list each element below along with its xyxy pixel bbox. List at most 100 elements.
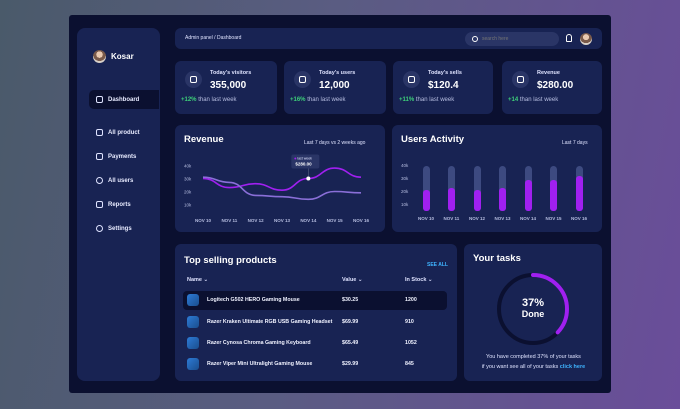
stat-delta: +12% than last week (181, 97, 237, 103)
tasks-percent: 37% (521, 297, 545, 309)
gear-icon (96, 225, 103, 232)
user-icon (294, 71, 311, 88)
x-tick-label: NOV 11 (443, 216, 460, 221)
tasks-donut (497, 273, 569, 345)
stat-label: Today's users (319, 70, 356, 76)
x-tick-label: NOV 12 (469, 216, 486, 221)
sidebar-item-label: Reports (108, 201, 131, 208)
table-row[interactable]: Razer Kraken Ultimate RGB USB Gaming Hea… (183, 313, 447, 332)
avatar[interactable] (580, 33, 592, 45)
stat-label: Revenue (537, 70, 560, 76)
x-tick-label: NOV 10 (195, 218, 212, 223)
legend-dot (294, 157, 297, 160)
x-tick-label: NOV 10 (418, 216, 435, 221)
x-tick-label: NOV 14 (520, 216, 537, 221)
sidebar-item-label: Dashboard (108, 96, 140, 103)
x-tick-label: NOV 13 (274, 218, 291, 223)
sidebar-item-label: All product (108, 129, 140, 136)
donut-progress (497, 273, 569, 345)
card-subtitle: Last 7 days (562, 140, 588, 146)
sidebar-item-label: Payments (108, 153, 137, 160)
cart-icon (403, 71, 420, 88)
y-tick-label: 20k (401, 188, 409, 194)
card-subtitle: Last 7 days vs 2 weeks ago (304, 140, 366, 146)
tooltip-label: last week (297, 157, 312, 161)
sidebar-item-settings[interactable]: Settings (89, 219, 159, 238)
bar[interactable] (473, 190, 481, 211)
series-line-last-week (202, 167, 362, 192)
x-tick-label: NOV 15 (545, 216, 562, 221)
stat-value: $280.00 (537, 80, 574, 91)
wallet-icon (96, 153, 103, 160)
revenue-chart: 40k 30k 20k 10k NOV 10 NOV 11 NOV 12 NOV 13 NOV … (184, 154, 369, 223)
product-value: $65.49 (342, 340, 359, 346)
product-stock: 1052 (405, 340, 417, 346)
chart-icon (512, 71, 529, 88)
sidebar-nav: Dashboard All product Payments All users… (89, 90, 159, 243)
bar[interactable] (422, 190, 430, 211)
bar[interactable] (550, 179, 557, 211)
bar-track (550, 165, 557, 211)
tasks-note: You have completed 37% of your tasks (486, 354, 581, 360)
click-here-link[interactable]: click here (559, 364, 586, 370)
sidebar-item-reports[interactable]: Reports (89, 195, 159, 214)
tasks-card: Your tasks 37% Done You have completed 3… (464, 244, 602, 381)
sidebar-item-payments[interactable]: Payments (89, 147, 159, 166)
bell-icon[interactable] (566, 34, 572, 42)
stat-delta: +11% than last week (399, 97, 455, 103)
card-title: Your tasks (473, 253, 521, 264)
see-all-link[interactable]: SEE ALL (427, 262, 448, 268)
y-tick-label: 30k (401, 175, 409, 181)
bar-track (422, 165, 430, 211)
data-point[interactable] (306, 176, 311, 181)
product-stock: 910 (405, 319, 414, 325)
product-name: Razer Cynosa Chroma Gaming Keyboard (207, 340, 311, 346)
series-line-previous (202, 176, 362, 201)
sidebar-item-all-users[interactable]: All users (89, 171, 159, 190)
x-tick-label: NOV 15 (327, 218, 344, 223)
bar-track (473, 165, 481, 211)
tooltip-value: $280.00 (295, 162, 312, 167)
stat-delta: +16% than last week (290, 97, 346, 103)
bar-track (575, 165, 583, 211)
y-tick-label: 30k (184, 177, 192, 182)
bar-track (448, 165, 455, 211)
column-header-value[interactable]: Value ⌄ (342, 277, 363, 283)
bar[interactable] (499, 187, 506, 211)
column-header-stock[interactable]: In Stock ⌄ (405, 277, 433, 283)
search-input[interactable] (482, 36, 552, 42)
users-icon (96, 177, 103, 184)
x-tick-label: NOV 13 (494, 216, 511, 221)
stat-value: $120.4 (428, 80, 459, 91)
sidebar-user[interactable]: Kosar (93, 50, 134, 63)
product-value: $69.99 (342, 319, 359, 325)
sidebar-item-label: Settings (108, 225, 132, 232)
table-row[interactable]: Razer Viper Mini Ultralight Gaming Mouse… (183, 355, 447, 374)
table-row[interactable]: Logitech G502 HERO Gaming Mouse $30.25 1… (183, 291, 447, 310)
user-name: Kosar (111, 52, 134, 61)
top-bar: Admin panel / Dashboard (175, 28, 602, 49)
sidebar-item-dashboard[interactable]: Dashboard (89, 90, 159, 109)
column-header-name[interactable]: Name ⌄ (187, 277, 209, 283)
search-icon (472, 36, 478, 42)
y-tick-label: 20k (184, 190, 192, 195)
product-name: Razer Viper Mini Ultralight Gaming Mouse (207, 361, 313, 367)
sidebar-item-all-product[interactable]: All product (89, 123, 159, 142)
bar[interactable] (448, 187, 455, 211)
tasks-note-link-line: if you want see all of your tasks click … (481, 364, 586, 370)
y-tick-label: 10k (184, 203, 192, 208)
stat-label: Today's visitors (210, 70, 252, 76)
bar[interactable] (524, 179, 532, 211)
table-row[interactable]: Razer Cynosa Chroma Gaming Keyboard $65.… (183, 334, 447, 353)
stat-card-sells: Today's sells $120.4 +11% than last week (393, 61, 493, 114)
bar-track (524, 165, 532, 211)
product-thumbnail (187, 294, 199, 306)
search-box[interactable] (465, 32, 559, 46)
stat-value: 355,000 (210, 80, 247, 91)
avatar (93, 50, 106, 63)
bar[interactable] (575, 175, 583, 211)
revenue-card: Revenue Last 7 days vs 2 weeks ago 40k 30… (175, 125, 385, 232)
product-name: Razer Kraken Ultimate RGB USB Gaming Hea… (207, 319, 333, 325)
stat-card-users: Today's users 12,000 +16% than last week (284, 61, 386, 114)
card-title: Users Activity (401, 134, 465, 145)
